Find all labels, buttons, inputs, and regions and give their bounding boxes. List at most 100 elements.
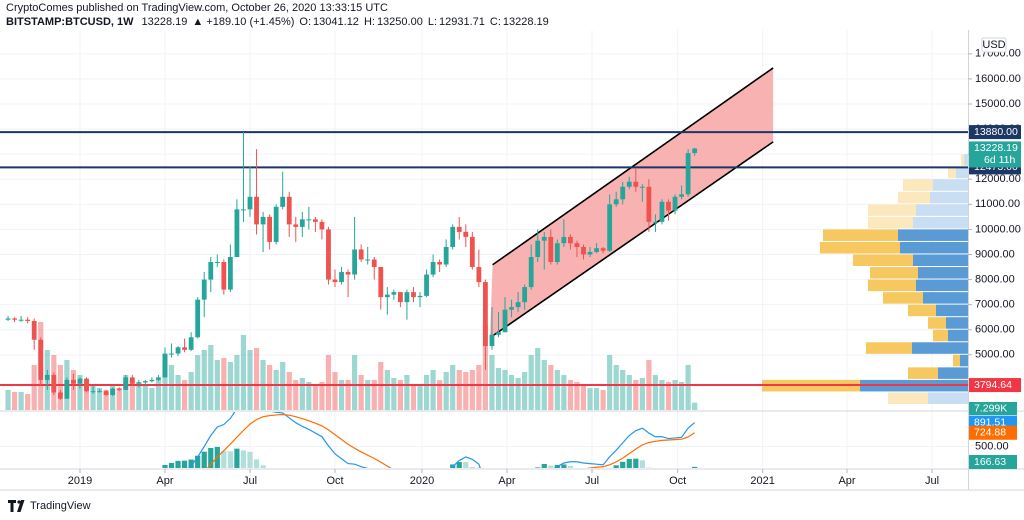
volume-bar <box>267 365 273 410</box>
volume-bar <box>149 388 155 410</box>
volume-bar <box>561 375 567 410</box>
candle-body <box>136 382 142 384</box>
candle-body <box>293 224 299 227</box>
volume-bar <box>587 388 593 410</box>
price-pane <box>0 67 968 410</box>
profile-down <box>961 154 964 166</box>
volume-bar <box>574 382 580 410</box>
candle-body <box>38 339 44 380</box>
volume-bar <box>665 382 672 410</box>
volume-bar <box>312 385 318 410</box>
candle-body <box>502 309 508 333</box>
volume-bar <box>31 365 37 410</box>
candle-body <box>169 353 174 355</box>
candle-body <box>456 226 462 232</box>
candle-body <box>116 388 122 390</box>
volume-bar <box>620 370 626 410</box>
histogram-bar <box>188 459 194 468</box>
histogram-bar <box>646 467 652 468</box>
candle-body <box>208 262 214 280</box>
volume-bar <box>469 370 475 410</box>
value-box-label: 891.51 <box>974 416 1006 428</box>
x-tick-label: Jul <box>585 475 599 487</box>
volume-bar <box>613 365 619 410</box>
candle-body <box>345 272 351 275</box>
candle-body <box>639 186 645 188</box>
volume-bar <box>626 375 632 410</box>
candle-body <box>646 186 652 222</box>
volume-bar <box>371 380 377 410</box>
grid <box>0 30 968 468</box>
volume-bar <box>273 370 279 410</box>
logo <box>8 500 25 512</box>
y-tick-label: 15000.00 <box>975 98 1021 110</box>
volume-bar <box>692 402 698 410</box>
candle-body <box>319 221 325 230</box>
last-price-box <box>969 141 1021 168</box>
volume-bar <box>5 390 11 410</box>
y-tick-label: 10000.00 <box>975 223 1021 235</box>
macd-line <box>187 412 696 468</box>
volume-bar <box>83 380 90 410</box>
histogram-bar <box>162 464 168 468</box>
macd-line <box>206 413 695 468</box>
profile-up <box>930 191 968 204</box>
logo-dot <box>17 500 21 504</box>
last-price-label: 13228.19 <box>974 142 1018 154</box>
profile-down <box>903 179 933 191</box>
x-tick-label: Apr <box>156 475 173 487</box>
candle-body <box>129 377 135 384</box>
volume-bar <box>25 394 31 410</box>
channel-line <box>489 141 774 339</box>
y-tick-label: 9000.00 <box>975 248 1015 260</box>
candle-body <box>254 196 259 225</box>
volume-bar <box>685 365 691 410</box>
price-line-label: 13880.00 <box>974 126 1018 138</box>
candle-body <box>71 379 76 384</box>
volume-bar <box>234 355 240 410</box>
volume-bar <box>456 370 462 410</box>
y-tick-label: 500.00 <box>975 440 1009 452</box>
candle-body <box>77 378 83 384</box>
volume-bar <box>548 365 554 410</box>
volume-bar <box>103 390 109 410</box>
candle-body <box>496 332 501 335</box>
candle-body <box>227 256 233 290</box>
profile-up <box>928 392 968 404</box>
candle-body <box>221 262 227 290</box>
volume-bar <box>221 358 227 410</box>
volume-bar <box>423 375 430 410</box>
candle-body <box>182 347 188 350</box>
histogram-bar <box>227 451 233 468</box>
histogram-bar <box>168 462 175 468</box>
x-tick-label: 2020 <box>410 475 434 487</box>
volume-bar <box>508 375 515 410</box>
candle-body <box>195 299 201 338</box>
countdown: 6d 11h <box>984 154 1015 166</box>
y-tick-label: 6000.00 <box>975 324 1015 336</box>
candle-body <box>574 243 580 247</box>
channel-fill <box>489 67 774 338</box>
candle-body <box>620 186 626 200</box>
value-box <box>969 455 1017 469</box>
profile-down <box>820 241 900 254</box>
volume-bar <box>659 380 665 410</box>
candle-body <box>110 388 116 395</box>
symbol: BITSTAMP:BTCUSD, 1W <box>6 16 134 28</box>
candle-body <box>568 236 573 244</box>
profile-up <box>923 292 968 304</box>
value-box-label: 724.88 <box>974 427 1006 439</box>
histogram-bar <box>561 464 567 468</box>
profile-up <box>918 267 968 279</box>
volume-bar <box>600 390 606 410</box>
candle-body <box>260 216 266 225</box>
value-box <box>969 425 1017 440</box>
candle-body <box>515 302 521 308</box>
candle-body <box>528 256 534 288</box>
volume-bar <box>142 385 148 410</box>
candle-body <box>666 201 671 211</box>
volume-bar <box>567 380 574 410</box>
y-tick-label: 5000.00 <box>975 349 1015 361</box>
profile-up <box>946 317 968 329</box>
